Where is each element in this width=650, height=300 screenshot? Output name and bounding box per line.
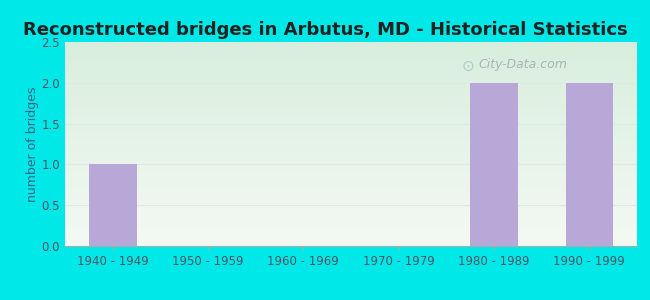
Text: Reconstructed bridges in Arbutus, MD - Historical Statistics: Reconstructed bridges in Arbutus, MD - H… (23, 21, 627, 39)
Text: ⊙: ⊙ (462, 59, 474, 74)
Bar (566, 83, 613, 246)
Text: City-Data.com: City-Data.com (478, 58, 567, 71)
Bar (89, 164, 136, 246)
Bar (470, 83, 518, 246)
Y-axis label: number of bridges: number of bridges (26, 86, 39, 202)
